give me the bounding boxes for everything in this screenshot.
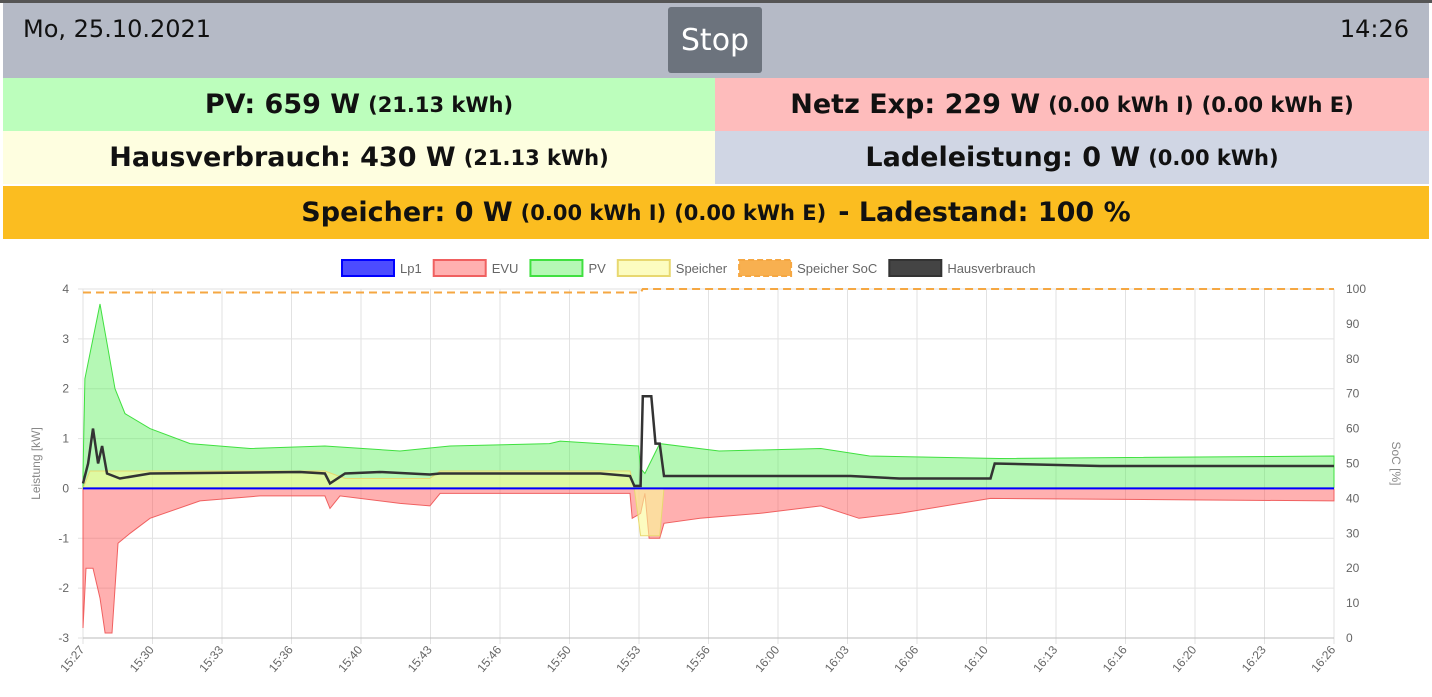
stop-button[interactable]: Stop [668, 7, 762, 73]
charge-tile: Ladeleistung: 0 W (0.00 kWh) [715, 131, 1429, 184]
y2-tick-label: 40 [1346, 491, 1360, 505]
x-tick-label: 15:56 [683, 643, 713, 675]
pv-tile: PV: 659 W (21.13 kWh) [3, 78, 715, 131]
y-tick-label: 1 [62, 432, 69, 446]
series-area-evu [82, 487, 1335, 634]
y-tick-label: 4 [62, 282, 69, 296]
y-tick-label: 0 [62, 481, 69, 495]
x-tick-label: 15:53 [613, 643, 643, 675]
grid-import: (0.00 kWh I) [1048, 92, 1194, 117]
legend-swatch-evu [432, 259, 487, 277]
x-tick-label: 15:46 [474, 643, 504, 675]
legend-label-lp1: Lp1 [400, 261, 422, 276]
house-energy: (21.13 kWh) [463, 145, 609, 170]
x-tick-label: 16:13 [1030, 643, 1060, 675]
legend-label-pv: PV [588, 261, 606, 276]
house-power: Hausverbrauch: 430 W [109, 142, 456, 173]
x-tick-label: 15:36 [266, 643, 296, 675]
y2-tick-label: 60 [1346, 422, 1360, 436]
series-area-pv [82, 303, 1335, 489]
y2-axis-title: SoC [%] [1389, 441, 1403, 485]
legend-swatch-lp1 [341, 259, 395, 277]
legend-swatch-speicher-soc [738, 259, 793, 277]
top-border [0, 0, 1432, 3]
y-tick-label: -2 [58, 581, 69, 595]
x-tick-label: 15:43 [405, 643, 435, 675]
x-tick-label: 15:33 [196, 643, 226, 675]
storage-import: (0.00 kWh I) [520, 200, 667, 225]
y-tick-label: 3 [62, 332, 69, 346]
legend-swatch-pv [529, 259, 584, 277]
y2-tick-label: 10 [1346, 596, 1360, 610]
series-line-speicher-soc [83, 288, 1334, 294]
legend-label-speicher: Speicher [676, 261, 728, 276]
y2-tick-label: 90 [1346, 317, 1360, 331]
pv-energy: (21.13 kWh) [368, 92, 514, 117]
storage-power: Speicher: 0 W [301, 197, 513, 228]
legend-label-evu: EVU [492, 261, 519, 276]
y2-tick-label: 20 [1346, 561, 1360, 575]
storage-tile: Speicher: 0 W (0.00 kWh I) (0.00 kWh E) - L… [3, 186, 1429, 239]
house-tile: Hausverbrauch: 430 W (21.13 kWh) [3, 131, 715, 184]
x-tick-label: 16:23 [1239, 643, 1269, 675]
header-bar: Mo, 25.10.2021 Stop 14:26 [3, 3, 1429, 78]
y-tick-label: -3 [58, 631, 69, 645]
date-label: Mo, 25.10.2021 [23, 15, 212, 43]
y2-tick-label: 100 [1346, 282, 1366, 296]
legend-label-speicher-soc: Speicher SoC [797, 261, 877, 276]
charge-power: Ladeleistung: 0 W [865, 142, 1141, 173]
x-tick-label: 16:06 [891, 643, 921, 675]
y-axis-title: Leistung [kW] [29, 427, 43, 500]
series-line-hausverbrauch [81, 394, 1334, 488]
y2-tick-label: 50 [1346, 457, 1360, 471]
pv-power: PV: 659 W [204, 89, 361, 120]
y2-tick-label: 70 [1346, 387, 1360, 401]
x-tick-label: 15:40 [335, 643, 365, 675]
y-tick-label: -1 [58, 531, 69, 545]
x-tick-label: 16:16 [1100, 643, 1130, 675]
y2-tick-label: 30 [1346, 526, 1360, 540]
x-tick-label: 16:20 [1169, 643, 1199, 675]
x-tick-label: 15:27 [57, 643, 87, 675]
storage-export: (0.00 kWh E) [674, 200, 827, 225]
grid-tile: Netz Exp: 229 W (0.00 kWh I) (0.00 kWh E) [715, 78, 1429, 131]
x-tick-label: 15:50 [544, 643, 574, 675]
y-tick-label: 2 [62, 382, 69, 396]
storage-soc: - Ladestand: 100 % [838, 197, 1131, 228]
x-tick-label: 16:00 [752, 643, 782, 675]
y2-tick-label: 0 [1346, 631, 1353, 645]
charge-energy: (0.00 kWh) [1148, 145, 1279, 170]
grid-power: Netz Exp: 229 W [790, 89, 1041, 120]
x-tick-label: 16:03 [822, 643, 852, 675]
y2-tick-label: 80 [1346, 352, 1360, 366]
x-tick-label: 16:10 [961, 643, 991, 675]
time-label: 14:26 [1339, 15, 1409, 43]
legend-swatch-hausverbrauch [888, 259, 943, 277]
grid-export: (0.00 kWh E) [1201, 92, 1354, 117]
legend-label-hausverbrauch: Hausverbrauch [947, 261, 1035, 276]
x-tick-label: 15:30 [127, 643, 157, 675]
x-tick-label: 16:26 [1308, 643, 1338, 675]
legend-swatch-speicher [616, 259, 671, 277]
